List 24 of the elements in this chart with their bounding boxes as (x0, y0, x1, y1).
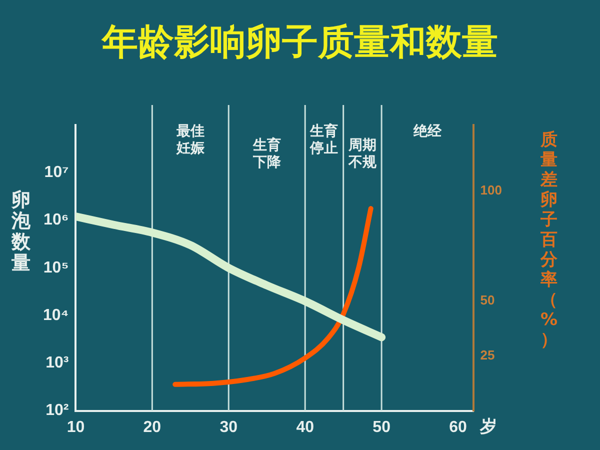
y-tick-label: 10⁶ (44, 212, 69, 229)
text: 质量差卵子百分率（%） (540, 130, 558, 350)
chart-title: 年龄影响卵子质量和数量 (100, 21, 499, 65)
x-tick-label: 50 (372, 418, 391, 436)
y-tick-label: 10⁷ (44, 164, 69, 182)
x-tick-label: 60 (449, 418, 468, 436)
x-tick-label: 20 (143, 418, 162, 436)
annotation: 生育停止 (309, 122, 338, 157)
annotation: 绝经 (412, 124, 442, 140)
annotation: 最佳妊娠 (175, 124, 206, 157)
y2-tick-label: 50 (480, 292, 495, 308)
y2-tick-label: 100 (480, 182, 502, 198)
x-tick-label: 10 (66, 418, 85, 436)
y-tick-label: 10⁴ (42, 306, 69, 324)
x-tick-label: 30 (220, 418, 238, 436)
y-axis-title: 卵泡数量 (10, 189, 32, 274)
annotation: 周期不规 (347, 138, 378, 171)
y2-tick-label: 25 (480, 347, 495, 362)
y-tick-label: 10³ (46, 354, 69, 372)
y-tick-label: 10⁵ (43, 259, 69, 276)
x-axis-title: 岁 (480, 416, 497, 438)
x-tick-label: 40 (296, 418, 314, 436)
annotation: 生育下降 (252, 136, 282, 171)
y-tick-label: 10² (46, 402, 69, 420)
